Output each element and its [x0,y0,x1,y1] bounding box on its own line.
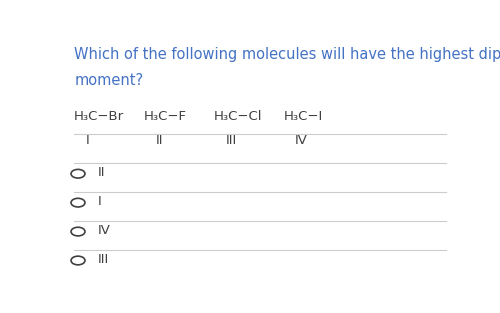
Text: moment?: moment? [74,73,144,88]
Text: IV: IV [295,134,308,147]
Text: III: III [98,253,108,266]
Text: H₃C−I: H₃C−I [284,110,323,123]
Text: II: II [156,134,163,147]
Text: I: I [86,134,90,147]
Text: III: III [226,134,236,147]
Text: II: II [98,166,105,179]
Text: H₃C−Cl: H₃C−Cl [214,110,262,123]
Text: Which of the following molecules will have the highest dipole: Which of the following molecules will ha… [74,47,500,62]
Text: I: I [98,195,101,208]
Text: H₃C−Br: H₃C−Br [74,110,124,123]
Text: IV: IV [98,224,110,237]
Text: H₃C−F: H₃C−F [144,110,187,123]
